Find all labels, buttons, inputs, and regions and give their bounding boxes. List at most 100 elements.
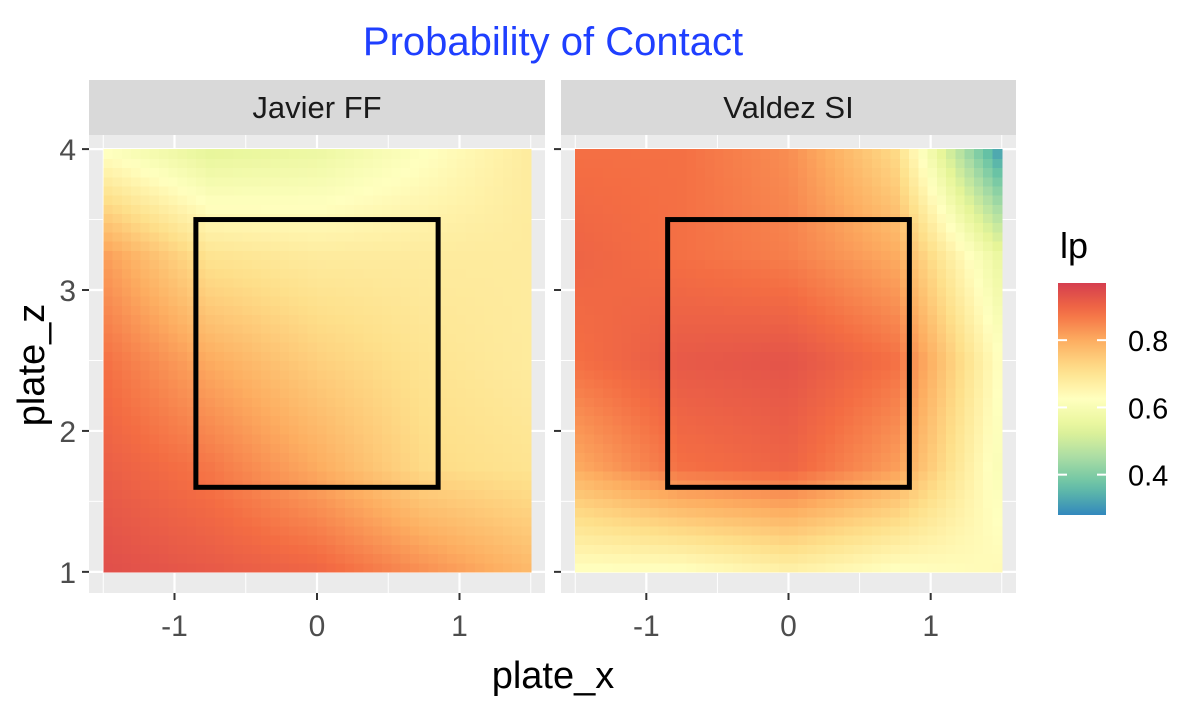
heatmap-tile	[658, 397, 669, 408]
heatmap-tile	[584, 231, 595, 242]
heatmap-tile	[335, 489, 346, 499]
heatmap-tile	[131, 461, 142, 472]
heatmap-tile	[484, 342, 495, 352]
heatmap-tile	[575, 525, 586, 536]
heatmap-tile	[335, 434, 346, 444]
heatmap-tile	[289, 176, 300, 187]
heatmap-tile	[354, 378, 365, 389]
heatmap-tile	[242, 388, 253, 398]
heatmap-tile	[862, 360, 873, 371]
heatmap-tile	[584, 434, 595, 444]
heatmap-tile	[317, 415, 327, 426]
heatmap-tile	[973, 470, 984, 481]
heatmap-tile	[658, 268, 669, 279]
heatmap-tile	[140, 525, 151, 536]
heatmap-tile	[474, 149, 485, 159]
heatmap-tile	[214, 305, 225, 316]
heatmap-tile	[705, 241, 715, 251]
heatmap-tile	[298, 360, 309, 371]
heatmap-tile	[686, 378, 697, 389]
heatmap-tile	[251, 231, 262, 242]
heatmap-tile	[946, 332, 957, 343]
heatmap-tile	[177, 461, 188, 472]
heatmap-tile	[955, 479, 966, 490]
heatmap-tile	[621, 286, 632, 297]
heatmap-tile	[121, 424, 132, 435]
heatmap-tile	[964, 342, 975, 352]
heatmap-tile	[797, 470, 808, 481]
heatmap-tile	[992, 305, 1003, 316]
heatmap-tile	[797, 489, 808, 499]
heatmap-tile	[658, 424, 669, 435]
heatmap-tile	[233, 397, 244, 408]
heatmap-tile	[649, 204, 660, 215]
heatmap-tile	[575, 176, 586, 187]
heatmap-tile	[409, 222, 420, 233]
heatmap-tile	[862, 406, 873, 417]
heatmap-tile	[484, 149, 495, 159]
heatmap-tile	[751, 489, 762, 499]
heatmap-tile	[797, 553, 808, 564]
heatmap-tile	[233, 388, 244, 398]
heatmap-tile	[419, 305, 430, 316]
heatmap-tile	[909, 296, 919, 306]
heatmap-tile	[927, 544, 938, 555]
heatmap-tile	[955, 195, 966, 205]
heatmap-tile	[214, 185, 225, 196]
heatmap-tile	[871, 167, 882, 178]
heatmap-tile	[723, 323, 734, 334]
heatmap-tile	[521, 470, 532, 481]
heatmap-tile	[640, 158, 650, 169]
heatmap-tile	[705, 268, 715, 279]
heatmap-tile	[168, 443, 179, 453]
heatmap-tile	[270, 397, 281, 408]
heatmap-tile	[335, 176, 346, 187]
heatmap-tile	[456, 406, 467, 417]
heatmap-tile	[112, 296, 123, 306]
heatmap-tile	[788, 443, 799, 453]
heatmap-tile	[493, 452, 504, 463]
heatmap-tile	[751, 332, 762, 343]
heatmap-tile	[834, 222, 845, 233]
heatmap-tile	[465, 461, 476, 472]
heatmap-tile	[428, 314, 439, 325]
heatmap-tile	[584, 525, 595, 536]
heatmap-tile	[363, 452, 374, 463]
heatmap-tile	[871, 544, 882, 555]
heatmap-tile	[335, 461, 346, 472]
heatmap-tile	[769, 158, 780, 169]
heatmap-tile	[512, 406, 523, 417]
heatmap-tile	[630, 360, 641, 371]
heatmap-tile	[807, 296, 817, 306]
heatmap-tile	[326, 562, 337, 573]
heatmap-tile	[131, 562, 142, 573]
heatmap-tile	[372, 185, 383, 196]
heatmap-tile	[242, 535, 253, 545]
heatmap-tile	[186, 185, 197, 196]
heatmap-tile	[279, 176, 290, 187]
heatmap-tile	[261, 507, 272, 518]
heatmap-tile	[372, 259, 383, 270]
heatmap-tile	[927, 149, 938, 159]
heatmap-tile	[816, 305, 827, 316]
heatmap-tile	[474, 250, 485, 260]
heatmap-tile	[927, 268, 938, 279]
heatmap-tile	[437, 507, 448, 518]
heatmap-tile	[881, 342, 892, 352]
heatmap-tile	[714, 222, 725, 233]
heatmap-tile	[317, 286, 327, 297]
heatmap-tile	[584, 213, 595, 224]
heatmap-tile	[512, 498, 523, 509]
heatmap-tile	[344, 167, 355, 178]
heatmap-tile	[807, 461, 817, 472]
heatmap-tile	[816, 158, 827, 169]
heatmap-tile	[307, 305, 318, 316]
heatmap-tile	[149, 525, 160, 536]
heatmap-tile	[149, 277, 160, 288]
heatmap-tile	[603, 185, 613, 196]
heatmap-tile	[844, 195, 855, 205]
heatmap-tile	[927, 535, 938, 545]
heatmap-tile	[354, 305, 365, 316]
heatmap-tile	[779, 443, 790, 453]
heatmap-tile	[391, 553, 402, 564]
